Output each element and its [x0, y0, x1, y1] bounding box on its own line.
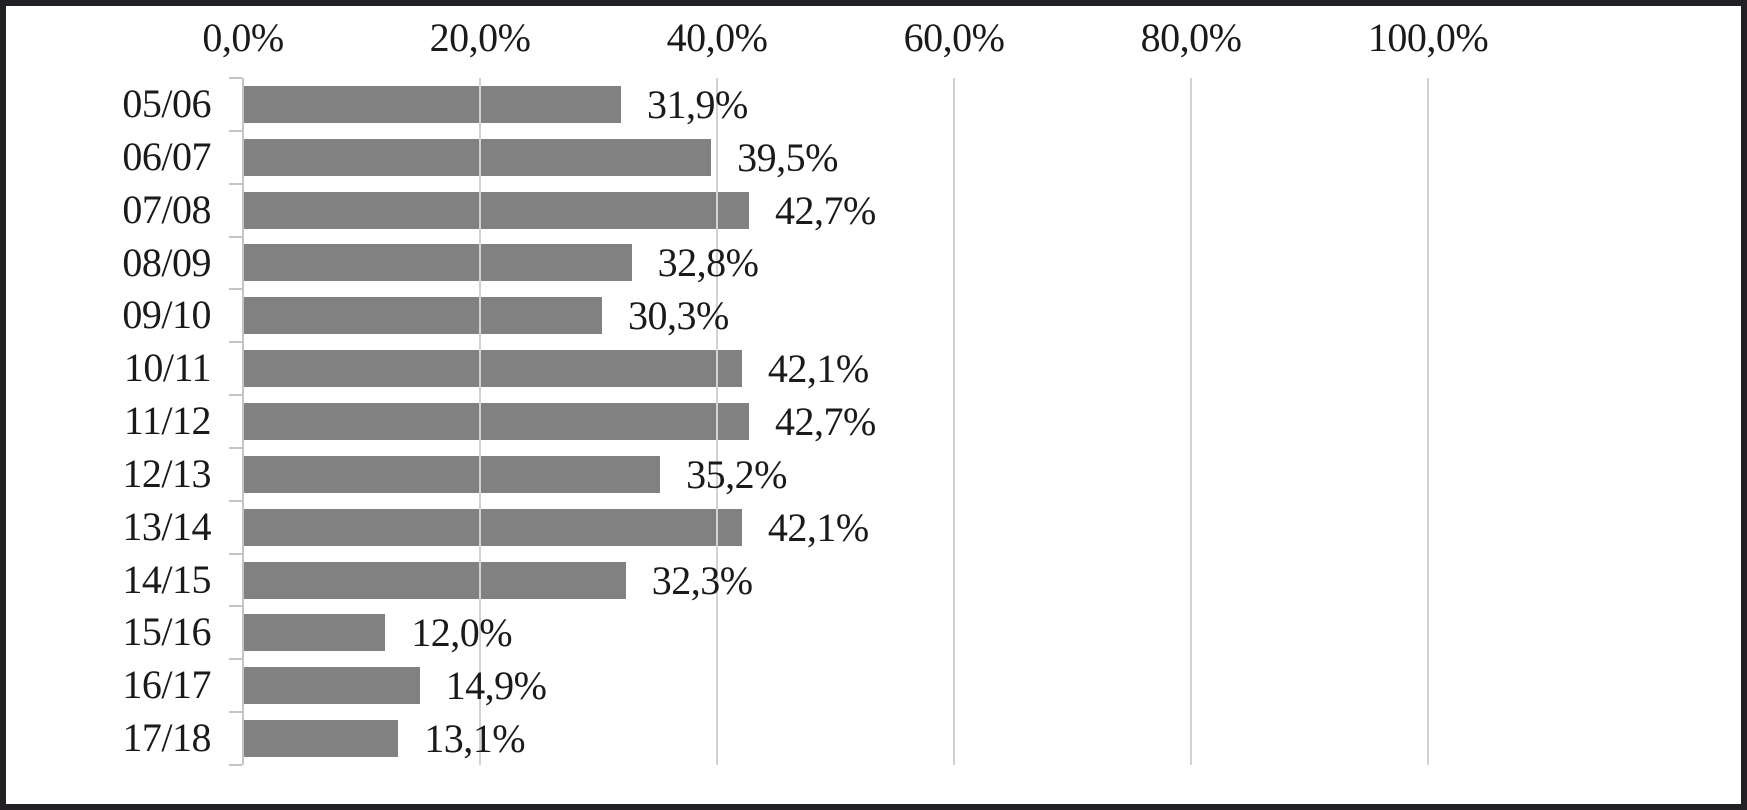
x-axis-tick-label: 0,0%	[202, 15, 284, 60]
category-label: 17/18	[122, 715, 211, 761]
value-label: 12,0%	[411, 610, 513, 656]
value-label: 14,9%	[445, 663, 547, 709]
value-label: 30,3%	[628, 293, 729, 339]
bar	[243, 350, 742, 388]
category-label: 10/11	[123, 345, 212, 391]
bar	[243, 297, 603, 335]
axis-tick	[229, 764, 242, 766]
bar	[243, 667, 420, 705]
category-label: 12/13	[122, 450, 211, 496]
category-label: 15/16	[122, 609, 211, 655]
axis-tick	[229, 182, 242, 185]
bar	[243, 244, 632, 282]
axis-tick	[229, 605, 242, 608]
bar	[243, 85, 621, 123]
axis-tick	[229, 77, 242, 79]
axis-tick	[229, 711, 242, 714]
axis-tick	[229, 235, 242, 238]
x-axis-tick-label: 60,0%	[903, 15, 1005, 60]
axis-tick	[229, 446, 242, 449]
bar	[243, 138, 712, 176]
x-axis-tick-label: 20,0%	[429, 15, 531, 60]
bar	[243, 720, 399, 758]
axis-tick	[229, 658, 242, 661]
value-label: 31,9%	[647, 81, 748, 127]
category-label: 16/17	[122, 662, 211, 708]
category-label: 13/14	[122, 503, 211, 549]
gridline	[479, 78, 481, 765]
x-axis-tick-label: 80,0%	[1140, 15, 1242, 60]
bar-chart: 0,0% 20,0% 40,0% 60,0% 80,0% 100,0% 05/06 31,9%…	[6, 6, 1741, 804]
category-label: 07/08	[122, 186, 211, 232]
category-label: 08/09	[122, 239, 211, 285]
axis-tick	[229, 129, 242, 132]
value-label: 32,8%	[657, 240, 759, 286]
value-label: 42,1%	[767, 346, 869, 392]
value-label: 39,5%	[737, 134, 838, 180]
y-axis-line	[242, 78, 244, 765]
value-label: 42,7%	[774, 399, 876, 444]
value-label: 32,3%	[651, 557, 753, 603]
gridline	[953, 78, 955, 765]
gridline	[716, 78, 718, 765]
x-axis-tick-label: 100,0%	[1367, 15, 1489, 60]
axis-tick	[229, 394, 242, 397]
axis-tick	[229, 341, 242, 344]
category-label: 11/12	[123, 398, 212, 444]
x-axis-tick-label: 40,0%	[666, 15, 768, 60]
gridline	[1427, 78, 1429, 765]
bar	[243, 508, 742, 546]
value-label: 35,2%	[686, 451, 787, 497]
category-label: 05/06	[122, 81, 211, 126]
axis-tick	[229, 499, 242, 502]
category-label: 14/15	[122, 556, 211, 602]
bar	[243, 614, 386, 652]
bar	[243, 403, 749, 440]
value-label: 42,7%	[774, 187, 876, 233]
bar	[243, 191, 749, 229]
gridline	[1190, 78, 1192, 765]
bar	[243, 455, 661, 493]
axis-tick	[229, 552, 242, 555]
value-label: 13,1%	[424, 716, 526, 762]
category-label: 09/10	[122, 292, 211, 338]
bar	[243, 561, 626, 599]
category-label: 06/07	[122, 133, 211, 179]
value-label: 42,1%	[767, 504, 869, 550]
axis-tick	[229, 288, 242, 291]
